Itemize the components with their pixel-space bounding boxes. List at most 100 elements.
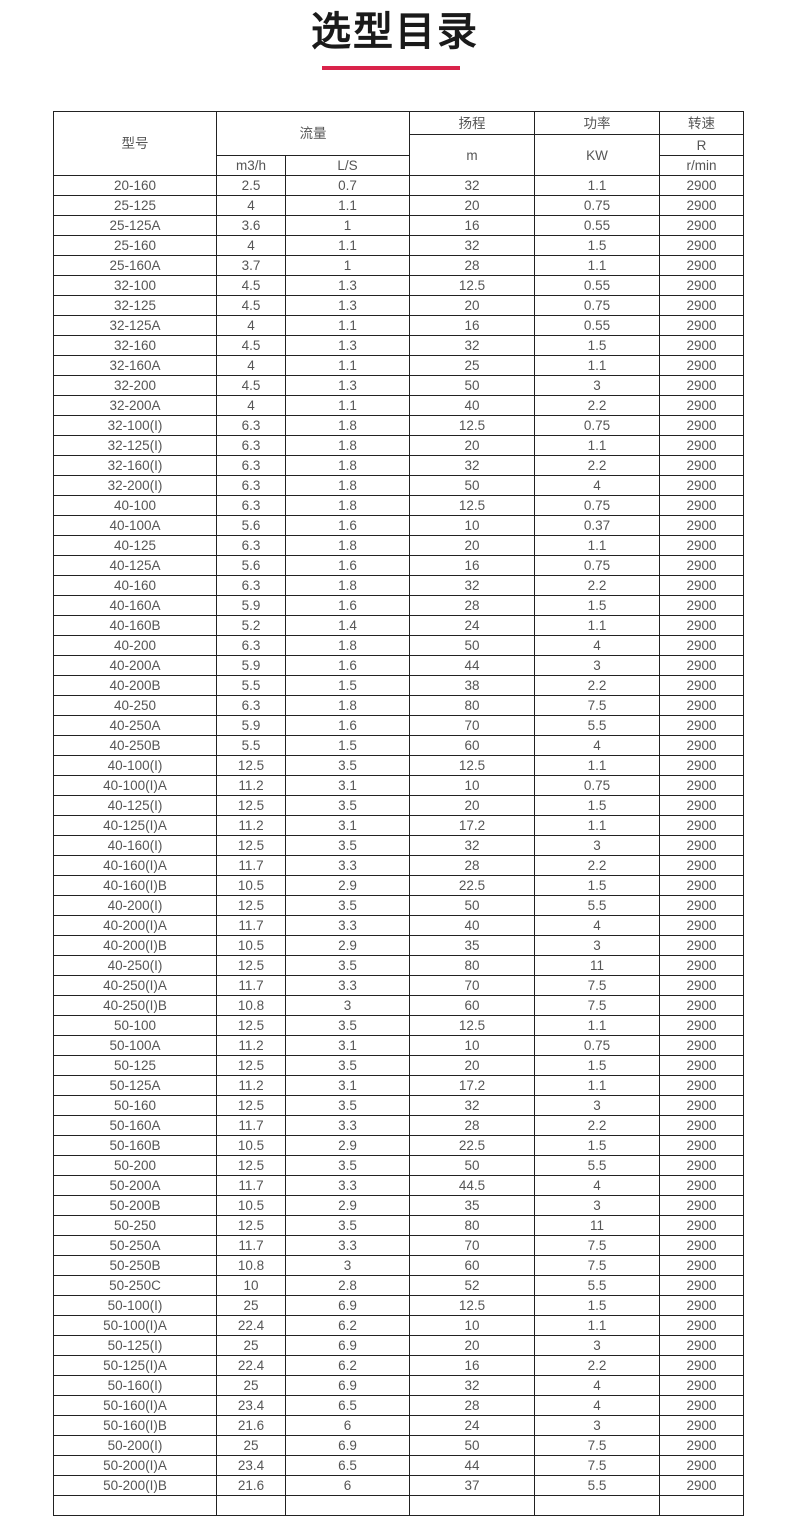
cell-model: 40-250A xyxy=(53,715,217,736)
cell-head: 22.5 xyxy=(409,875,535,896)
cell-flow-ls: 1.1 xyxy=(285,195,410,216)
cell-power: 1.1 xyxy=(534,255,660,276)
cell-flow-ls: 1.8 xyxy=(285,535,410,556)
cell-model: 40-160A xyxy=(53,595,217,616)
cell-model: 50-160(I)A xyxy=(53,1395,217,1416)
cell-head: 50 xyxy=(409,635,535,656)
cell-model: 50-100 xyxy=(53,1015,217,1036)
cell-head: 28 xyxy=(409,1395,535,1416)
cell-flow-m3h: 6.3 xyxy=(216,475,286,496)
cell-power: 4 xyxy=(534,635,660,656)
cell-flow-ls: 1.1 xyxy=(285,355,410,376)
cell-speed: 2900 xyxy=(659,1395,744,1416)
cell-speed: 2900 xyxy=(659,535,744,556)
cell-model: 40-125(I)A xyxy=(53,815,217,836)
cell-model: 32-200 xyxy=(53,375,217,396)
cell-head: 10 xyxy=(409,1315,535,1336)
cell-speed: 2900 xyxy=(659,755,744,776)
cell-flow-ls: 3.1 xyxy=(285,815,410,836)
cell-empty xyxy=(659,1495,744,1516)
cell-flow-ls: 1.8 xyxy=(285,455,410,476)
cell-power: 5.5 xyxy=(534,1155,660,1176)
cell-model: 40-200(I) xyxy=(53,895,217,916)
cell-head: 80 xyxy=(409,695,535,716)
cell-head: 60 xyxy=(409,995,535,1016)
table-row: 32-125(I) 6.3 1.8 20 1.1 2900 xyxy=(53,435,744,456)
cell-flow-ls: 1.1 xyxy=(285,315,410,336)
cell-head: 50 xyxy=(409,895,535,916)
cell-flow-m3h: 6.3 xyxy=(216,535,286,556)
cell-flow-m3h: 4 xyxy=(216,315,286,336)
cell-flow-m3h: 4 xyxy=(216,395,286,416)
cell-flow-m3h: 5.9 xyxy=(216,655,286,676)
cell-speed: 2900 xyxy=(659,295,744,316)
cell-head: 28 xyxy=(409,1115,535,1136)
table-row: 50-200(I)A 23.4 6.5 44 7.5 2900 xyxy=(53,1455,744,1476)
cell-flow-ls: 3.3 xyxy=(285,975,410,996)
cell-model: 50-200(I)A xyxy=(53,1455,217,1476)
cell-head: 16 xyxy=(409,215,535,236)
cell-flow-ls: 3.3 xyxy=(285,1175,410,1196)
cell-power: 1.1 xyxy=(534,1015,660,1036)
cell-flow-ls: 3.3 xyxy=(285,1115,410,1136)
cell-head: 80 xyxy=(409,955,535,976)
cell-power: 2.2 xyxy=(534,855,660,876)
cell-head: 20 xyxy=(409,195,535,216)
cell-power: 1.5 xyxy=(534,335,660,356)
cell-head: 40 xyxy=(409,395,535,416)
cell-head: 25 xyxy=(409,355,535,376)
cell-flow-m3h: 10.5 xyxy=(216,935,286,956)
cell-flow-ls: 1.4 xyxy=(285,615,410,636)
cell-power: 1.1 xyxy=(534,535,660,556)
cell-speed: 2900 xyxy=(659,835,744,856)
cell-speed: 2900 xyxy=(659,315,744,336)
cell-speed: 2900 xyxy=(659,195,744,216)
cell-power: 0.75 xyxy=(534,495,660,516)
cell-flow-ls: 1.8 xyxy=(285,695,410,716)
cell-head: 22.5 xyxy=(409,1135,535,1156)
cell-flow-ls: 3.5 xyxy=(285,1155,410,1176)
cell-power: 3 xyxy=(534,375,660,396)
cell-head: 16 xyxy=(409,1355,535,1376)
table-row: 50-160(I)B 21.6 6 24 3 2900 xyxy=(53,1415,744,1436)
cell-power: 7.5 xyxy=(534,1255,660,1276)
cell-speed: 2900 xyxy=(659,735,744,756)
cell-flow-ls: 1.6 xyxy=(285,715,410,736)
table-row: 50-160B 10.5 2.9 22.5 1.5 2900 xyxy=(53,1135,744,1156)
cell-power: 11 xyxy=(534,1215,660,1236)
cell-speed: 2900 xyxy=(659,575,744,596)
cell-flow-ls: 6.9 xyxy=(285,1435,410,1456)
cell-model: 40-250(I)A xyxy=(53,975,217,996)
cell-power: 7.5 xyxy=(534,975,660,996)
table-row: 50-200(I)B 21.6 6 37 5.5 2900 xyxy=(53,1475,744,1496)
cell-head: 32 xyxy=(409,235,535,256)
cell-head: 50 xyxy=(409,1435,535,1456)
cell-head: 24 xyxy=(409,615,535,636)
cell-flow-ls: 3.3 xyxy=(285,855,410,876)
table-row: 40-100(I)A 11.2 3.1 10 0.75 2900 xyxy=(53,775,744,796)
cell-speed: 2900 xyxy=(659,1435,744,1456)
cell-head: 20 xyxy=(409,1335,535,1356)
cell-speed: 2900 xyxy=(659,1295,744,1316)
cell-power: 0.75 xyxy=(534,415,660,436)
cell-head: 28 xyxy=(409,855,535,876)
cell-speed: 2900 xyxy=(659,875,744,896)
cell-model: 40-200(I)B xyxy=(53,935,217,956)
table-row: 40-250(I) 12.5 3.5 80 11 2900 xyxy=(53,955,744,976)
cell-speed: 2900 xyxy=(659,355,744,376)
table-row: 40-125(I)A 11.2 3.1 17.2 1.1 2900 xyxy=(53,815,744,836)
table-row: 40-200 6.3 1.8 50 4 2900 xyxy=(53,635,744,656)
table-row: 40-200(I)A 11.7 3.3 40 4 2900 xyxy=(53,915,744,936)
cell-head: 32 xyxy=(409,575,535,596)
cell-speed: 2900 xyxy=(659,1215,744,1236)
cell-head: 32 xyxy=(409,175,535,196)
cell-head: 52 xyxy=(409,1275,535,1296)
cell-head: 50 xyxy=(409,1155,535,1176)
cell-power: 1.5 xyxy=(534,1055,660,1076)
cell-head: 20 xyxy=(409,535,535,556)
cell-model: 40-250(I)B xyxy=(53,995,217,1016)
cell-model: 50-200A xyxy=(53,1175,217,1196)
cell-model: 50-160A xyxy=(53,1115,217,1136)
table-row: 25-125 4 1.1 20 0.75 2900 xyxy=(53,195,744,216)
cell-power: 5.5 xyxy=(534,715,660,736)
